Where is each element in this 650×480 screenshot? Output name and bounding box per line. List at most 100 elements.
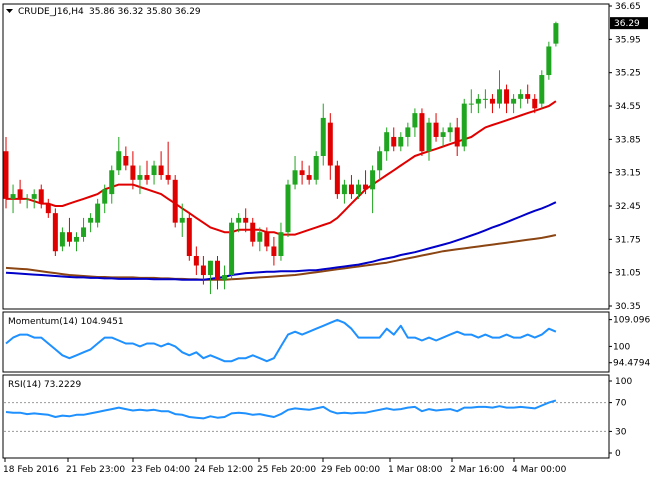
time-tick-label: 2 Mar 16:00 — [450, 465, 505, 475]
candle-body — [306, 175, 312, 180]
candle-body — [285, 184, 291, 233]
time-tick-label: 24 Feb 12:00 — [194, 465, 253, 475]
candle-body — [468, 103, 474, 105]
candle-body — [172, 179, 178, 223]
candle-body — [377, 151, 383, 171]
candle-body — [433, 122, 439, 137]
candle-body — [525, 94, 531, 99]
price-tick-label: 35.25 — [615, 69, 641, 79]
candle-body — [102, 189, 108, 204]
rsi-tick-label: 100 — [615, 377, 632, 387]
price-layer — [3, 21, 559, 295]
candle-body — [313, 156, 319, 180]
candle-body — [24, 198, 30, 200]
ma-mid-line — [5, 201, 557, 281]
time-tick-label: 25 Feb 20:00 — [257, 465, 316, 475]
candle-body — [391, 136, 397, 147]
momentum-tick-label: 109.0966 — [613, 316, 650, 326]
rsi-tick-label: 0 — [615, 449, 621, 459]
candle-body — [475, 98, 481, 104]
candle-body — [489, 98, 495, 104]
candle-body — [546, 46, 552, 76]
candle-body — [348, 184, 354, 195]
candle-body — [504, 89, 510, 104]
candle-body — [250, 222, 256, 242]
candle-body — [482, 98, 488, 100]
candle-body — [518, 94, 524, 99]
momentum-panel — [2, 311, 610, 373]
candle-body — [299, 170, 305, 176]
candle-body — [398, 136, 404, 147]
candle-body — [123, 156, 129, 166]
candle-body — [66, 232, 72, 242]
rsi-label: RSI(14) 73.2229 — [8, 380, 81, 390]
candle-body — [370, 170, 376, 190]
candle-body — [405, 127, 411, 137]
momentum-tick-label: 100 — [613, 342, 630, 352]
axis-layer: 36.65 35.95 35.25 34.55 33.85 33.15 32.45 31.75… — [3, 2, 650, 475]
candle-body — [292, 170, 298, 185]
time-tick-label: 4 Mar 00:00 — [512, 465, 567, 475]
candle-body — [38, 189, 44, 204]
candle-body — [461, 103, 467, 147]
candle-body — [356, 184, 361, 195]
dropdown-arrow-icon[interactable] — [6, 9, 13, 13]
price-tick-label: 31.75 — [615, 235, 641, 245]
time-tick-label: 18 Feb 2016 — [3, 465, 59, 475]
candle-body — [320, 117, 326, 156]
candle-body — [327, 122, 333, 166]
candle-body — [553, 23, 559, 44]
candle-body — [109, 170, 115, 195]
candle-body — [426, 122, 432, 152]
price-tick-label: 31.05 — [615, 269, 641, 279]
candle-body — [497, 89, 502, 104]
price-tick-label: 35.95 — [615, 35, 641, 45]
candle-body — [130, 165, 136, 180]
rsi-tick-label: 70 — [615, 399, 627, 409]
candle-body — [215, 260, 220, 280]
time-tick-label: 21 Feb 23:00 — [66, 465, 125, 475]
candle-body — [532, 98, 538, 109]
candle-body — [243, 217, 249, 223]
momentum-layer — [5, 318, 557, 363]
rsi-panel — [2, 374, 610, 459]
price-tick-label: 36.65 — [615, 2, 641, 12]
candle-body — [271, 246, 277, 256]
candle-body — [179, 217, 185, 223]
rsi-line — [5, 399, 557, 420]
candle-body — [74, 236, 79, 242]
candle-body — [257, 232, 263, 242]
candle-body — [412, 113, 418, 128]
candle-body — [334, 165, 340, 195]
candle-body — [186, 217, 192, 256]
price-tick-label: 34.55 — [615, 102, 641, 112]
candle-body — [10, 194, 16, 199]
price-tick-label: 33.85 — [615, 135, 641, 145]
candle-body — [229, 222, 235, 276]
rsi-layer — [4, 399, 608, 432]
candle-body — [81, 227, 87, 237]
momentum-label: Momentum(14) 104.9451 — [8, 317, 124, 327]
price-tick-label: 30.35 — [615, 302, 641, 312]
candle-body — [511, 98, 517, 104]
time-tick-label: 1 Mar 08:00 — [388, 465, 443, 475]
candle-body — [363, 184, 369, 190]
time-tick-label: 23 Feb 04:00 — [131, 465, 190, 475]
candle-body — [419, 113, 425, 152]
candle-body — [539, 75, 545, 104]
symbol-label: CRUDE_J16,H4 — [18, 7, 84, 17]
candle-body — [278, 232, 284, 256]
candle-body — [3, 151, 9, 199]
candle-body — [236, 217, 242, 223]
candle-body — [151, 165, 157, 176]
current-price-tag — [610, 17, 648, 30]
candle-body — [207, 260, 213, 276]
price-tick-label: 33.15 — [615, 169, 641, 179]
candle-body — [200, 265, 206, 276]
candle-body — [17, 189, 23, 199]
candle-body — [341, 184, 347, 195]
rsi-tick-label: 30 — [615, 427, 627, 437]
ohlc-label: 35.86 36.32 35.80 36.29 — [89, 7, 201, 17]
time-tick-label: 29 Feb 00:00 — [321, 465, 380, 475]
